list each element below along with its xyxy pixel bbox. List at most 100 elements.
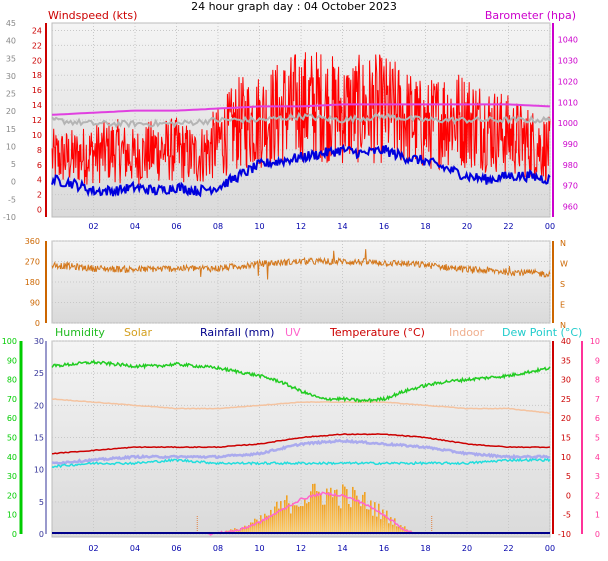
dew-point-series-line xyxy=(51,457,551,469)
barometer-tick-label: 1040 xyxy=(558,36,578,45)
wind-direction-series xyxy=(51,249,551,280)
solar-bar xyxy=(258,521,260,534)
wind-tick-label: 16 xyxy=(32,86,42,95)
solar-bar xyxy=(376,516,378,534)
far-left-tick-label: -5 xyxy=(8,195,16,204)
uv-series-line xyxy=(207,491,416,536)
x-tick-label: 14 xyxy=(337,544,347,553)
solar-bar xyxy=(298,506,300,534)
barometer-axis-label: Barometer (hpa) xyxy=(485,9,576,22)
average-gust-line xyxy=(51,111,551,129)
temperature-series-line xyxy=(51,433,551,455)
x-tick-label: 06 xyxy=(171,544,181,553)
compass-tick-label: E xyxy=(560,301,565,310)
solar-bar xyxy=(296,505,298,534)
uv-tick-label: 0 xyxy=(595,530,600,539)
solar-bar xyxy=(286,495,288,534)
left-tick-label: 0 xyxy=(39,530,44,539)
uv-tick-label: 5 xyxy=(595,434,600,443)
uv-tick-label: 3 xyxy=(595,472,600,481)
solar-bar xyxy=(240,528,242,534)
solar-bar xyxy=(358,499,360,534)
barometer-tick-label: 1030 xyxy=(558,57,578,66)
solar-bar xyxy=(402,527,404,534)
temperature-tick-label: -5 xyxy=(563,511,571,520)
solar-bar xyxy=(270,509,272,534)
far-left-tick-label: 30 xyxy=(6,72,16,81)
solar-bar xyxy=(282,509,284,534)
temperature-tick-label: 15 xyxy=(561,434,571,443)
solar-bar xyxy=(378,503,380,534)
indoor-series-line xyxy=(51,398,551,415)
solar-bar xyxy=(392,524,394,534)
solar-bar xyxy=(326,488,328,534)
humidity-tick-label: 30 xyxy=(7,472,17,481)
x-tick-label: 00 xyxy=(545,544,555,553)
barometer-tick-label: 960 xyxy=(563,203,578,212)
solar-bar xyxy=(394,518,396,534)
solar-bar xyxy=(274,506,276,534)
left-tick-label: 25 xyxy=(34,369,44,378)
far-left-tick-label: 10 xyxy=(6,142,16,151)
direction-tick-label: 0 xyxy=(35,319,40,328)
solar-bar xyxy=(332,497,334,534)
solar-bar xyxy=(254,518,256,534)
wind-tick-label: 22 xyxy=(32,41,42,50)
solar-bar xyxy=(262,520,264,534)
solar-bar xyxy=(348,503,350,534)
wind-tick-label: 6 xyxy=(37,161,42,170)
solar-bar xyxy=(380,519,382,534)
solar-bar xyxy=(320,494,322,534)
solar-bar xyxy=(246,526,248,534)
solar-bar xyxy=(278,508,280,534)
far-left-tick-label: 15 xyxy=(6,125,16,134)
solar-bar xyxy=(268,515,270,534)
temperature-tick-label: -10 xyxy=(558,530,571,539)
solar-bar xyxy=(302,506,304,534)
far-left-tick-label: 45 xyxy=(6,19,16,28)
direction-tick-label: 270 xyxy=(25,258,40,267)
left-tick-label: 30 xyxy=(34,337,44,346)
far-left-tick-label: 40 xyxy=(6,37,16,46)
uv-tick-label: 7 xyxy=(595,395,600,404)
humidity-tick-label: 100 xyxy=(2,337,17,346)
far-left-tick-label: 0 xyxy=(11,178,16,187)
solar-bar xyxy=(342,484,344,534)
x-tick-label: 04 xyxy=(130,544,140,553)
solar-bar xyxy=(366,509,368,534)
wind-tick-label: 24 xyxy=(32,26,42,35)
wind-tick-label: 10 xyxy=(32,131,42,140)
barometer-tick-label: 1020 xyxy=(558,77,578,86)
solar-bar xyxy=(272,514,274,534)
solar-bar xyxy=(324,504,326,534)
barometer-tick-label: 980 xyxy=(563,161,578,170)
average-wind-series-line xyxy=(51,143,551,198)
wind-tick-label: 0 xyxy=(37,206,42,215)
wind-tick-label: 8 xyxy=(37,146,42,155)
solar-bar xyxy=(264,513,266,534)
far-left-tick-label: 20 xyxy=(6,107,16,116)
solar-bar xyxy=(382,509,384,534)
humidity-tick-label: 20 xyxy=(7,491,17,500)
solar-bar xyxy=(310,491,312,534)
uv-tick-label: 2 xyxy=(595,491,600,500)
humidity-series-line xyxy=(51,359,551,404)
solar-bar xyxy=(252,522,254,534)
solar-bar xyxy=(400,525,402,534)
uv-tick-label: 9 xyxy=(595,356,600,365)
uv-tick-label: 8 xyxy=(595,376,600,385)
temperature-tick-label: 0 xyxy=(566,491,571,500)
x-tick-label: 02 xyxy=(88,222,98,231)
barometer-tick-label: 1000 xyxy=(558,119,578,128)
left-tick-label: 15 xyxy=(34,434,44,443)
x-tick-label: 16 xyxy=(379,544,389,553)
temperature-tick-label: 25 xyxy=(561,395,571,404)
solar-bar xyxy=(360,506,362,534)
solar-bar xyxy=(390,517,392,534)
barometer-series-line xyxy=(51,103,551,116)
solar-bar xyxy=(306,503,308,534)
solar-bar xyxy=(340,508,342,534)
temperature-tick-label: 20 xyxy=(561,414,571,423)
gust-series-line xyxy=(51,52,551,185)
